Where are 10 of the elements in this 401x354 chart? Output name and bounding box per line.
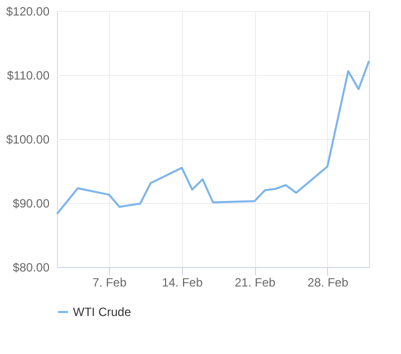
x-tick-label: 14. Feb [162, 276, 203, 290]
x-tick-label: 7. Feb [92, 276, 127, 290]
x-tick-label: 21. Feb [234, 276, 276, 290]
y-tick-label: $120.00 [6, 4, 50, 18]
legend-label: WTI Crude [73, 305, 132, 319]
y-tick-label: $100.00 [6, 132, 50, 146]
y-tick-label: $90.00 [12, 196, 50, 210]
y-tick-label: $110.00 [7, 68, 50, 82]
y-tick-label: $80.00 [12, 260, 50, 274]
x-tick-label: 28. Feb [308, 276, 349, 290]
